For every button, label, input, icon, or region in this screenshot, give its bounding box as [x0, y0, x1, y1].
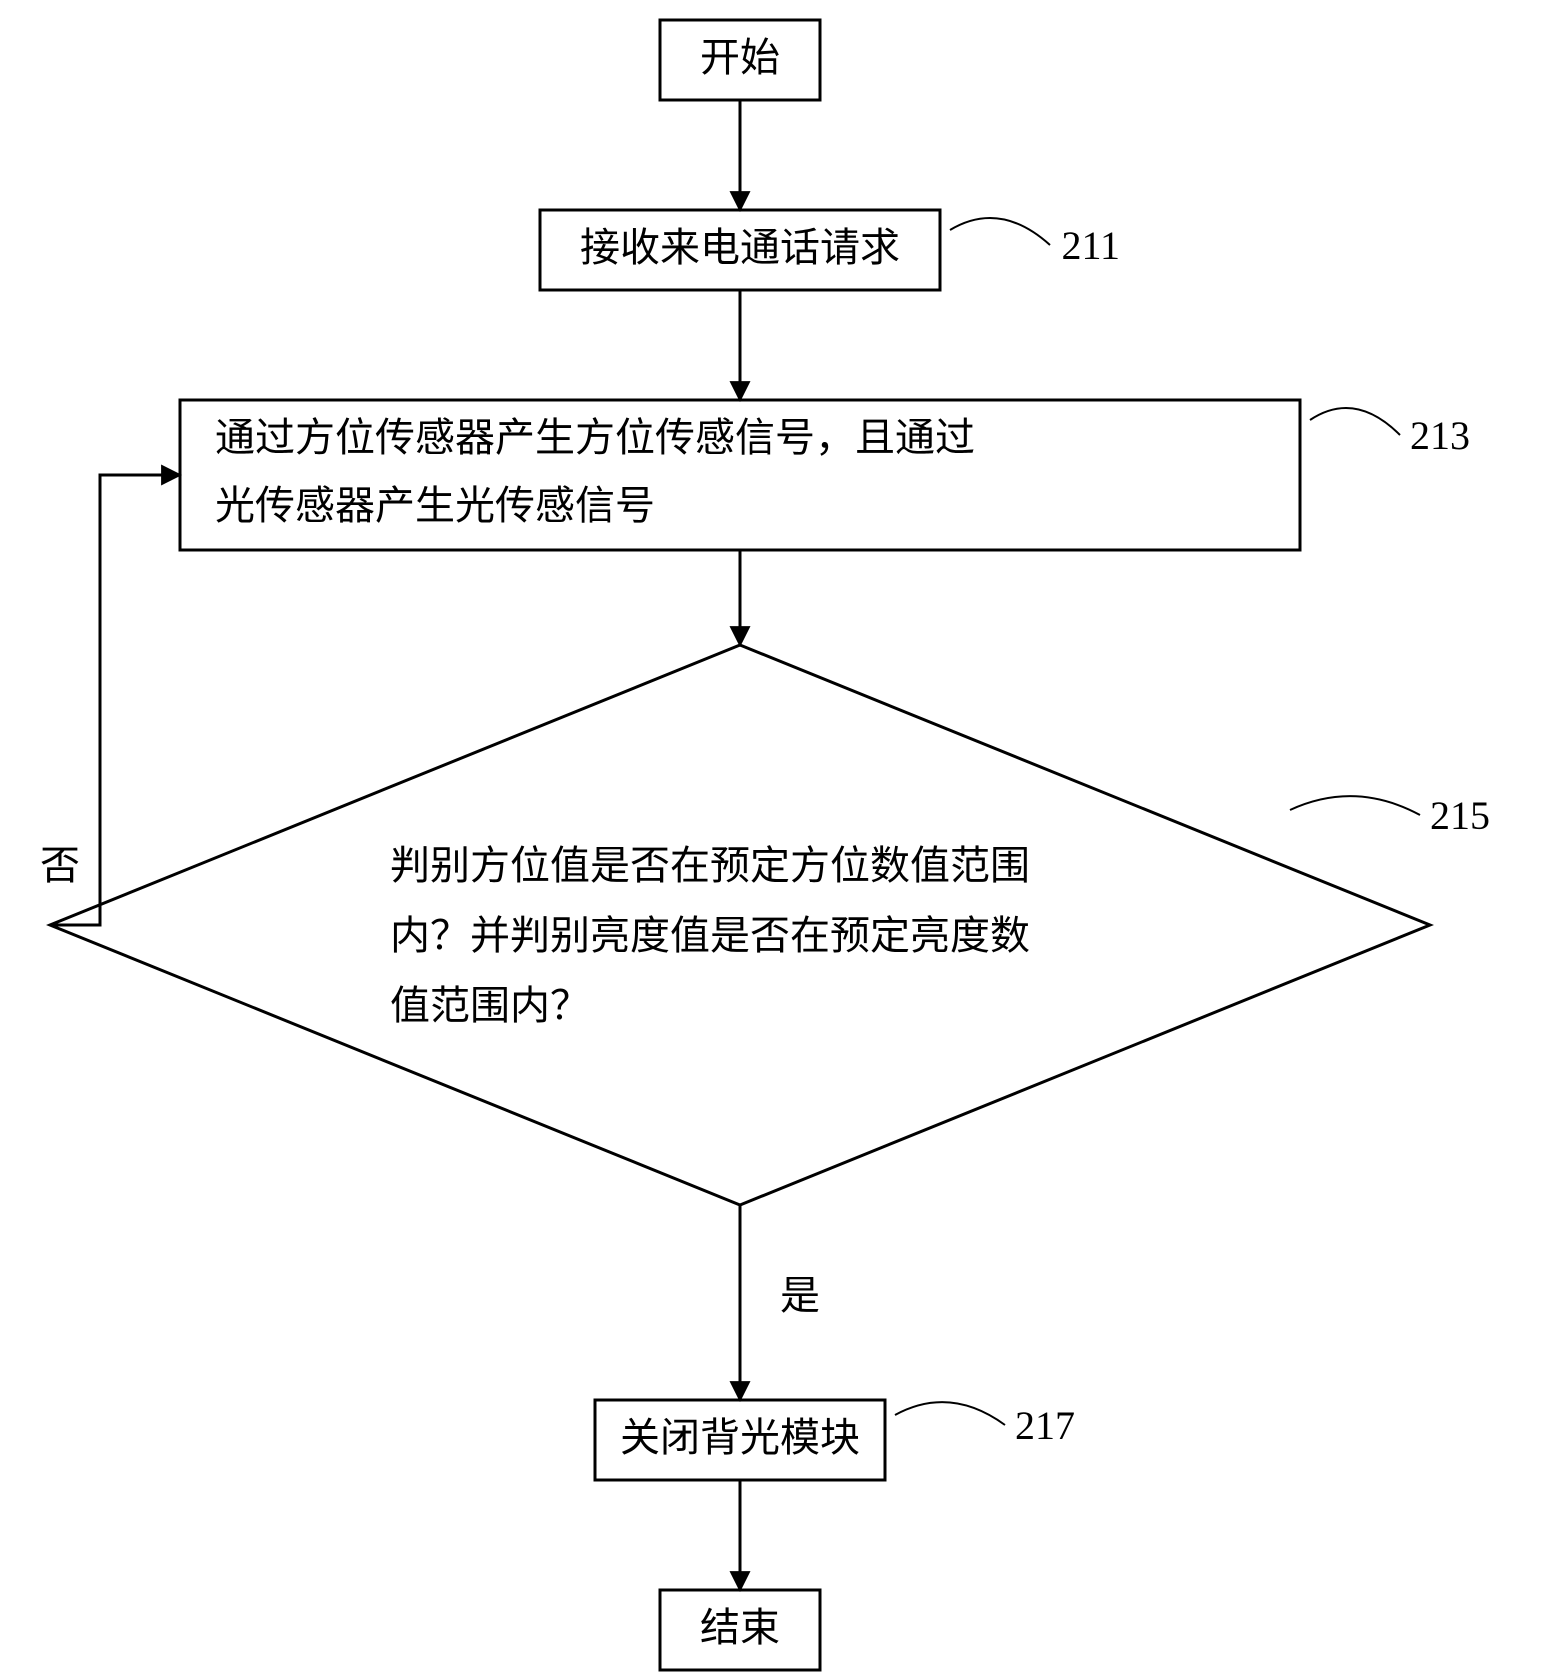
start-node-label: 开始 — [700, 35, 780, 80]
step-213: 通过方位传感器产生方位传感信号，且通过光传感器产生光传感信号 213 — [180, 400, 1470, 550]
step-213-line-1: 光传感器产生光传感信号 — [215, 483, 655, 528]
ref-label-211: 211 — [1061, 223, 1120, 268]
start-node: 开始 — [660, 20, 820, 100]
edge-label-3: 是 — [780, 1273, 820, 1318]
decision-215-line-2: 值范围内？ — [390, 983, 590, 1028]
step-217: 关闭背光模块 217 — [595, 1400, 1075, 1480]
decision-215-line-0: 判别方位值是否在预定方位数值范围 — [390, 843, 1030, 888]
step-211: 接收来电通话请求 211 — [540, 210, 1120, 290]
ref-label-215: 215 — [1430, 793, 1490, 838]
ref-label-213: 213 — [1410, 413, 1470, 458]
edge-3: 是 — [740, 1205, 820, 1400]
decision-215: 判别方位值是否在预定方位数值范围内？并判别亮度值是否在预定亮度数值范围内？ 215 — [50, 645, 1490, 1205]
decision-215-line-1: 内？并判别亮度值是否在预定亮度数 — [390, 913, 1030, 958]
ref-label-217: 217 — [1015, 1403, 1075, 1448]
step-217-label: 关闭背光模块 — [620, 1415, 860, 1460]
end-node: 结束 — [660, 1590, 820, 1670]
edge-5: 否 — [40, 475, 180, 925]
end-node-label: 结束 — [700, 1605, 780, 1650]
step-211-label: 接收来电通话请求 — [580, 225, 900, 270]
step-213-line-0: 通过方位传感器产生方位传感信号，且通过 — [215, 415, 975, 460]
edge-label-5: 否 — [40, 843, 80, 888]
